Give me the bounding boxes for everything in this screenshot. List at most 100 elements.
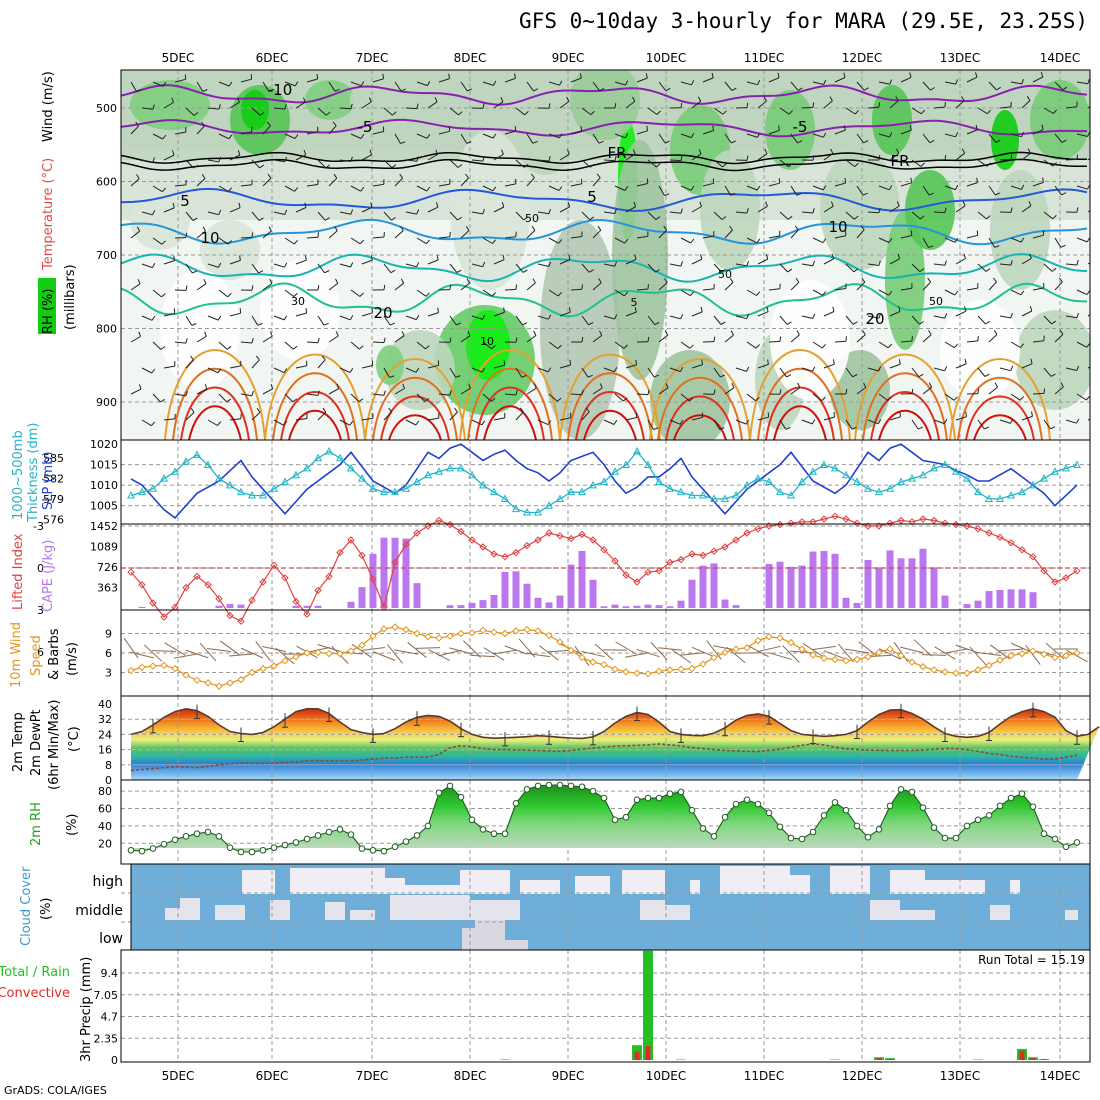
rh-point	[292, 839, 300, 846]
cape-bar	[490, 595, 498, 608]
wind-barb	[548, 133, 560, 139]
tick-label: 16	[98, 744, 112, 757]
wind-barb	[394, 282, 405, 291]
ylabel-wind-2: Speed	[29, 635, 44, 676]
wind-barb-flag	[349, 420, 354, 426]
thickness-point	[401, 484, 411, 492]
wind-speed-point	[886, 645, 894, 653]
cloud-high-block	[290, 868, 385, 894]
thickness-point	[434, 467, 444, 475]
wind-barb-flag	[755, 344, 760, 349]
wind-barb-flag	[334, 88, 340, 92]
wind-barb	[812, 185, 824, 191]
wind-barb	[471, 263, 483, 268]
tick-label: 726	[97, 561, 118, 574]
wind-barb	[922, 185, 930, 196]
lifted-index-series	[121, 512, 1090, 625]
cloud-middle-block	[165, 908, 180, 920]
rh-point	[1040, 830, 1048, 838]
isotherm-lower	[673, 414, 727, 440]
thickness-point	[1072, 460, 1082, 469]
thickness-point	[1006, 490, 1016, 499]
wind-barb	[559, 259, 571, 265]
wind-barb	[394, 133, 401, 144]
wind-barb	[955, 258, 966, 265]
wind-barb-flag	[623, 344, 628, 349]
wind-speed-point	[611, 665, 619, 673]
wind-barb	[856, 334, 866, 343]
wind-barb	[251, 359, 260, 369]
wind-barb	[636, 235, 648, 239]
wind-barb	[768, 182, 780, 187]
wind-barb-flag	[532, 278, 536, 284]
wind-barb	[1076, 81, 1088, 85]
li-point	[127, 568, 135, 576]
wind-barb-flag	[1050, 373, 1056, 377]
wind-barb	[218, 237, 229, 245]
wind-barb-flag	[701, 359, 703, 365]
wind-barb-flag	[647, 336, 650, 342]
thickness-point	[654, 477, 664, 485]
wind-barb-flag	[928, 245, 934, 248]
thickness-point	[742, 480, 752, 489]
wind-barb-flag	[746, 313, 750, 319]
wind-barb-flag	[860, 225, 865, 231]
wind-barb	[394, 177, 403, 187]
wind-barb-flag	[833, 411, 836, 418]
wind-barb-10m	[726, 646, 746, 664]
li-point	[930, 516, 938, 525]
wind-barb	[988, 237, 996, 248]
wind-barb-10m	[199, 642, 217, 662]
tick-label: 1015	[90, 459, 118, 472]
wind-barb	[141, 211, 153, 216]
wind-barb	[306, 78, 318, 83]
wind-barb-flag	[465, 173, 469, 179]
wind-barb-10m	[615, 641, 637, 655]
wind-barb-flag	[1010, 365, 1014, 371]
isotherm-lower	[264, 353, 366, 440]
wind-speed-point	[468, 629, 476, 637]
wind-barb	[163, 207, 175, 213]
rh-point	[380, 847, 388, 855]
wind-barb	[768, 340, 781, 343]
wind-barb-flag	[515, 389, 518, 396]
wind-barb	[1021, 257, 1032, 265]
tick-label: 20	[98, 837, 112, 850]
cape-bar	[380, 537, 388, 608]
temp-series	[130, 702, 1100, 772]
wind-barb-flag	[185, 232, 188, 238]
wind-barb-flag	[919, 268, 925, 273]
wind-barb-flag	[756, 291, 761, 296]
wind-barb-flag	[1087, 78, 1090, 84]
thickness-point	[247, 490, 257, 499]
wind-barb-flag	[349, 368, 354, 373]
rh-blob	[872, 85, 912, 155]
wind-barb	[889, 310, 901, 317]
wind-barb	[702, 235, 714, 239]
wind-barb-10m	[361, 647, 385, 651]
wind-barb-flag	[845, 389, 848, 395]
wind-barb	[361, 417, 373, 421]
wind-speed-point	[193, 676, 201, 685]
wind-barb	[724, 81, 733, 91]
wind-barb	[1032, 234, 1044, 239]
wind-barb	[757, 258, 769, 265]
cloud-high-block	[385, 878, 405, 894]
wind-barb-flag	[984, 373, 990, 377]
wind-barb	[647, 263, 656, 273]
wind-barb-flag	[911, 388, 914, 394]
wind-barb-flag	[217, 421, 222, 426]
wind-barb-flag	[399, 173, 404, 179]
wind-speed-point	[292, 653, 300, 661]
tick-label: 3	[105, 667, 112, 680]
wind-barb-flag	[909, 125, 912, 131]
wind-barb	[493, 364, 505, 369]
wind-barb-flag	[531, 225, 536, 231]
cloud-high-block	[622, 870, 665, 894]
wind-speed-point	[567, 646, 575, 655]
ylabel-convective: Convective	[0, 986, 70, 1001]
wind-barb-10m	[670, 648, 692, 664]
li-point	[468, 536, 476, 544]
wind-barb	[526, 133, 534, 144]
